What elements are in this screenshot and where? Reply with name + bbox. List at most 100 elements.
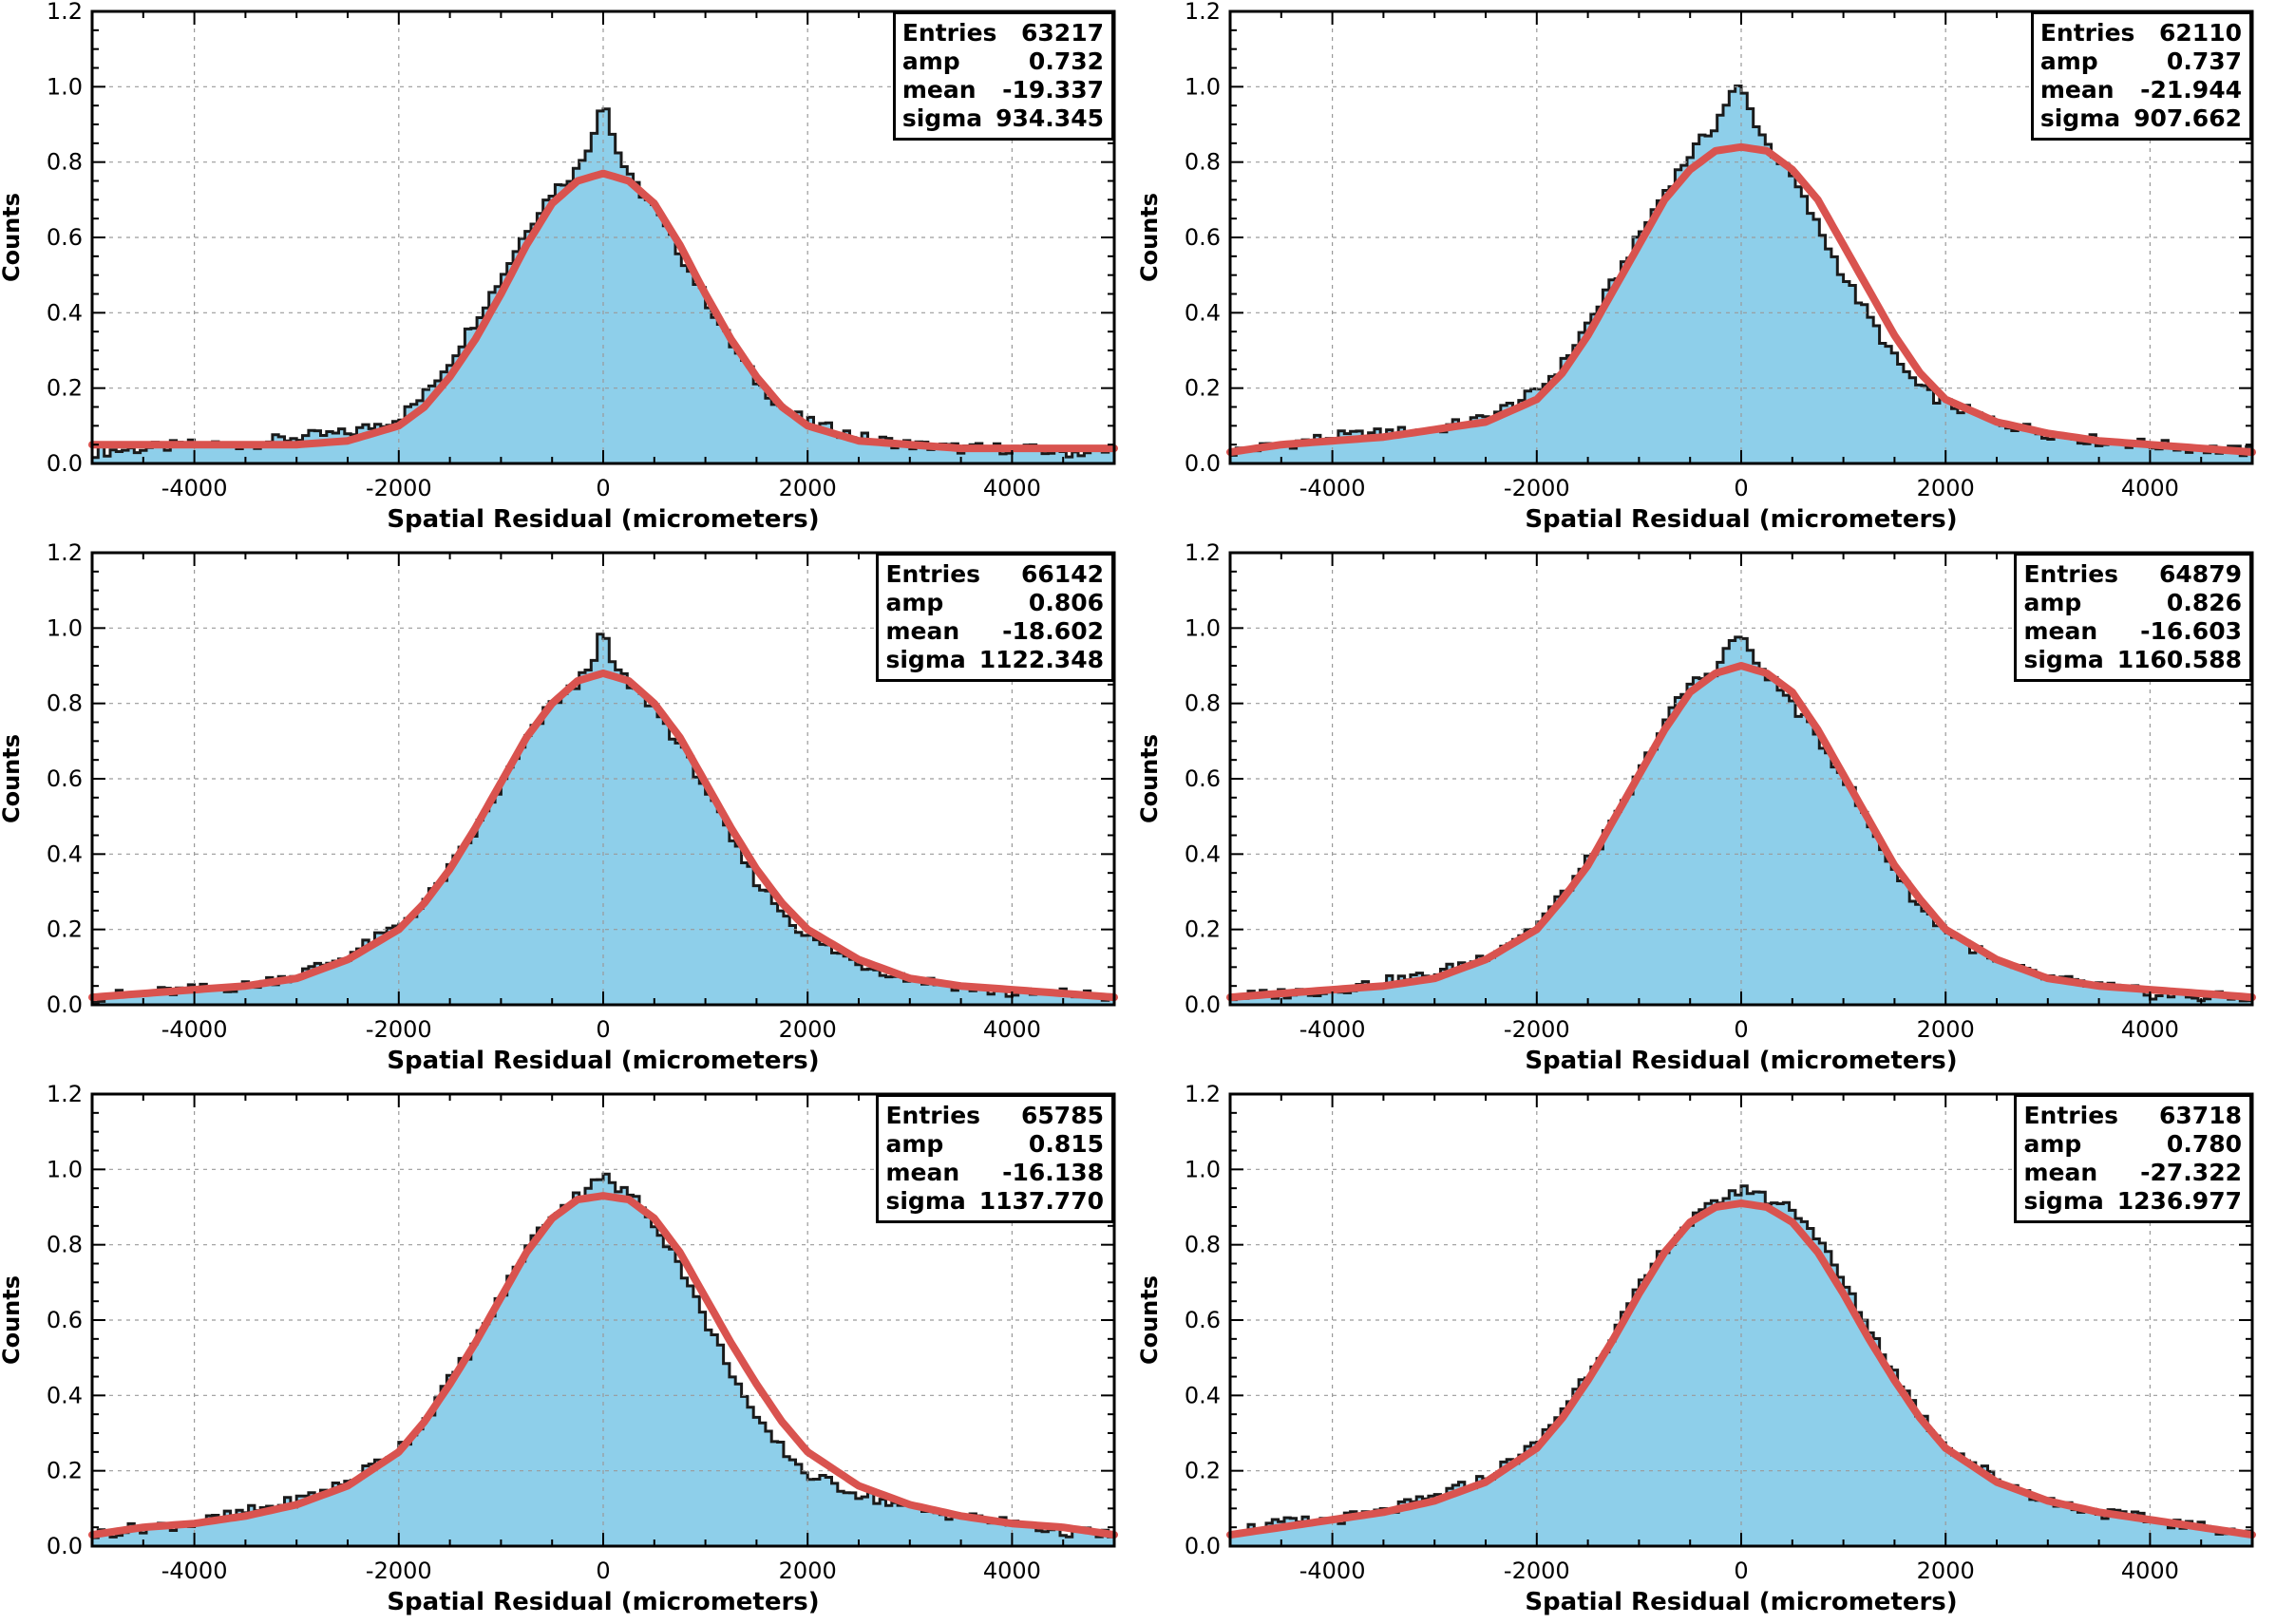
y-axis-label: Counts	[0, 1275, 25, 1365]
y-tick-label: 0.0	[1185, 991, 1221, 1018]
x-tick-label: -2000	[1504, 475, 1570, 501]
x-tick-label: 0	[596, 1558, 610, 1584]
x-axis-label: Spatial Residual (micrometers)	[387, 1047, 819, 1075]
stats-value: 64879	[2159, 560, 2242, 588]
y-tick-label: 0.6	[47, 224, 83, 251]
stats-row-amp: amp 0.806	[885, 589, 1104, 617]
stats-label: mean	[2023, 1159, 2098, 1186]
stats-row-entries: Entries 66142	[885, 560, 1104, 589]
stats-value: 934.345	[996, 104, 1104, 132]
x-tick-label: 4000	[983, 1016, 1041, 1043]
y-tick-label: 0.2	[1185, 375, 1221, 402]
histogram-plot: -4000 -2000 0 2000 4000 0.0 0.2 0.4 0.6 0.8 1.0 1.2…	[0, 1081, 1118, 1616]
y-tick-label: 0.8	[47, 149, 83, 176]
x-tick-label: -2000	[366, 1558, 432, 1584]
y-tick-label: 0.0	[47, 991, 83, 1018]
histogram-panel: -4000 -2000 0 2000 4000 0.0 0.2 0.4 0.6 0.8 1.0 1.2…	[0, 1081, 1138, 1624]
y-tick-label: 0.6	[1185, 765, 1221, 792]
y-tick-label: 0.4	[1185, 840, 1221, 867]
x-tick-label: 0	[1734, 1016, 1748, 1043]
stats-value: 65785	[1021, 1102, 1104, 1129]
stats-label: mean	[2023, 617, 2098, 645]
x-tick-label: 0	[1734, 1558, 1748, 1584]
x-tick-label: -4000	[1299, 1558, 1366, 1584]
stats-label: Entries	[885, 1102, 981, 1129]
y-tick-label: 1.2	[47, 539, 83, 566]
y-tick-label: 1.2	[1185, 539, 1221, 566]
histogram-plot: -4000 -2000 0 2000 4000 0.0 0.2 0.4 0.6 0.8 1.0 1.2…	[0, 539, 1118, 1075]
histogram-panel: -4000 -2000 0 2000 4000 0.0 0.2 0.4 0.6 0.8 1.0 1.2…	[1136, 0, 2276, 541]
stats-label: sigma	[901, 104, 983, 132]
x-tick-label: 2000	[779, 1016, 837, 1043]
y-tick-label: 1.0	[47, 1156, 83, 1182]
x-tick-label: -2000	[1504, 1558, 1570, 1584]
stats-label: sigma	[2023, 646, 2104, 673]
stats-value: -16.603	[2140, 617, 2242, 645]
y-tick-label: 1.2	[47, 0, 83, 25]
y-tick-label: 0.2	[1185, 916, 1221, 943]
stats-value: 0.780	[2166, 1130, 2242, 1158]
x-axis-label: Spatial Residual (micrometers)	[387, 505, 819, 534]
y-axis-label: Counts	[1136, 193, 1163, 282]
stats-row-mean: mean -16.603	[2023, 617, 2242, 646]
stats-box: Entries 66142 amp 0.806 mean -18.602 sigma 1122…	[876, 553, 1114, 682]
stats-value: 1236.977	[2116, 1187, 2242, 1215]
stats-value: -19.337	[1002, 76, 1104, 104]
y-axis-label: Counts	[1136, 1275, 1163, 1365]
y-tick-label: 0.4	[47, 1382, 83, 1408]
histogram-panel: -4000 -2000 0 2000 4000 0.0 0.2 0.4 0.6 0.8 1.0 1.2…	[1136, 1081, 2276, 1624]
stats-value: -27.322	[2140, 1159, 2242, 1186]
histogram-plot: -4000 -2000 0 2000 4000 0.0 0.2 0.4 0.6 0.8 1.0 1.2…	[0, 0, 1118, 534]
stats-value: 0.806	[1028, 589, 1104, 616]
stats-value: 1160.588	[2116, 646, 2242, 673]
x-axis-label: Spatial Residual (micrometers)	[1525, 1588, 1957, 1616]
stats-label: amp	[2023, 1130, 2082, 1158]
stats-value: 907.662	[2134, 104, 2242, 132]
x-tick-label: -2000	[366, 475, 432, 501]
x-tick-label: 0	[596, 475, 610, 501]
x-axis-label: Spatial Residual (micrometers)	[1525, 1047, 1957, 1075]
histogram-fill	[1230, 1185, 2252, 1546]
y-tick-label: 0.6	[47, 765, 83, 792]
y-tick-label: 1.0	[1185, 73, 1221, 100]
y-tick-label: 0.2	[1185, 1458, 1221, 1484]
stats-label: sigma	[2039, 104, 2121, 132]
y-tick-label: 0.6	[1185, 224, 1221, 251]
y-tick-label: 0.8	[1185, 149, 1221, 176]
x-tick-label: 2000	[1917, 1558, 1975, 1584]
stats-row-mean: mean -16.138	[885, 1159, 1104, 1187]
stats-row-amp: amp 0.826	[2023, 589, 2242, 617]
y-tick-label: 0.4	[47, 299, 83, 326]
stats-box: Entries 63217 amp 0.732 mean -19.337 sigma 934.…	[892, 11, 1114, 141]
y-tick-label: 1.0	[47, 614, 83, 641]
y-tick-label: 0.4	[1185, 299, 1221, 326]
y-tick-label: 1.2	[1185, 1081, 1221, 1107]
stats-row-entries: Entries 63718	[2023, 1102, 2242, 1130]
histogram-plot: -4000 -2000 0 2000 4000 0.0 0.2 0.4 0.6 0.8 1.0 1.2…	[1136, 1081, 2256, 1616]
stats-value: 63217	[1021, 19, 1104, 47]
fit-curve	[88, 669, 1118, 1002]
stats-label: amp	[885, 589, 944, 616]
stats-row-sigma: sigma 1236.977	[2023, 1187, 2242, 1216]
histogram-outline	[1230, 85, 2252, 458]
stats-label: mean	[2039, 76, 2115, 104]
stats-value: 0.737	[2166, 47, 2242, 75]
x-tick-label: 2000	[1917, 1016, 1975, 1043]
stats-label: amp	[885, 1130, 944, 1158]
x-tick-label: 0	[596, 1016, 610, 1043]
y-tick-label: 0.8	[1185, 690, 1221, 717]
histogram-fill	[1230, 85, 2252, 463]
y-tick-label: 0.2	[47, 1458, 83, 1484]
x-tick-label: -4000	[161, 475, 228, 501]
stats-value: -21.944	[2140, 76, 2242, 104]
stats-row-amp: amp 0.780	[2023, 1130, 2242, 1159]
stats-row-sigma: sigma 934.345	[902, 104, 1104, 133]
y-tick-label: 0.6	[1185, 1307, 1221, 1333]
stats-label: Entries	[2023, 560, 2119, 588]
histogram-panel: -4000 -2000 0 2000 4000 0.0 0.2 0.4 0.6 0.8 1.0 1.2…	[0, 0, 1138, 541]
x-tick-label: 4000	[2121, 475, 2179, 501]
stats-value: 0.826	[2166, 589, 2242, 616]
y-tick-label: 0.4	[47, 840, 83, 867]
x-tick-label: 2000	[779, 1558, 837, 1584]
y-tick-label: 0.8	[47, 690, 83, 717]
